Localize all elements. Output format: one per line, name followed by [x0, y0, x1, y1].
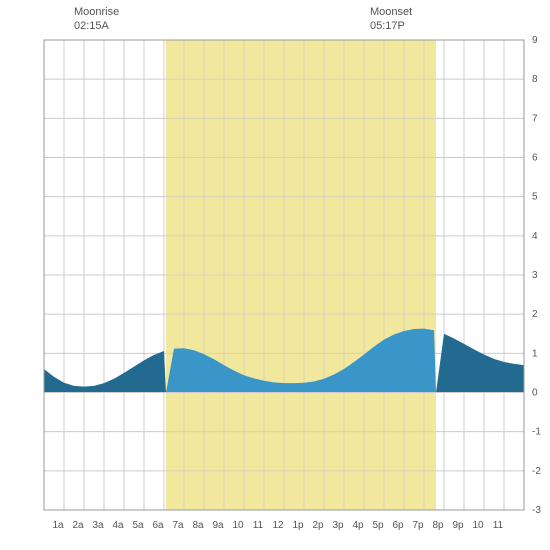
svg-text:9p: 9p — [452, 520, 464, 531]
svg-text:11: 11 — [253, 520, 264, 531]
svg-text:-2: -2 — [532, 466, 541, 477]
svg-text:8p: 8p — [432, 520, 444, 531]
moonrise-text: Moonrise — [74, 6, 119, 18]
chart-svg: -3-2-101234567891a2a3a4a5a6a7a8a9a101112… — [0, 0, 550, 550]
svg-text:5a: 5a — [132, 520, 144, 531]
svg-text:3: 3 — [532, 270, 538, 281]
svg-text:12: 12 — [272, 520, 284, 531]
svg-text:8a: 8a — [192, 520, 204, 531]
svg-text:7p: 7p — [412, 520, 424, 531]
svg-text:2: 2 — [532, 309, 538, 320]
svg-text:4a: 4a — [112, 520, 124, 531]
svg-text:3a: 3a — [92, 520, 104, 531]
svg-text:9a: 9a — [212, 520, 224, 531]
svg-text:6a: 6a — [152, 520, 164, 531]
svg-text:7a: 7a — [172, 520, 184, 531]
moonrise-time: 02:15A — [74, 20, 109, 32]
svg-text:1a: 1a — [52, 520, 64, 531]
tide-daylight-chart: Moonrise 02:15A Moonset 05:17P -3-2-1012… — [0, 0, 550, 550]
svg-text:4p: 4p — [352, 520, 364, 531]
moonset-text: Moonset — [370, 6, 412, 18]
svg-text:5p: 5p — [372, 520, 384, 531]
moonset-label: Moonset 05:17P — [370, 5, 412, 34]
svg-text:3p: 3p — [332, 520, 344, 531]
svg-text:7: 7 — [532, 113, 538, 124]
svg-text:1p: 1p — [292, 520, 304, 531]
svg-text:9: 9 — [532, 35, 538, 46]
svg-text:11: 11 — [493, 520, 504, 531]
svg-text:2a: 2a — [72, 520, 84, 531]
moonset-time: 05:17P — [370, 20, 405, 32]
svg-text:10: 10 — [232, 520, 244, 531]
svg-text:8: 8 — [532, 74, 538, 85]
svg-text:2p: 2p — [312, 520, 324, 531]
svg-text:-3: -3 — [532, 505, 541, 516]
svg-text:-1: -1 — [532, 427, 541, 438]
svg-text:6p: 6p — [392, 520, 404, 531]
svg-text:1: 1 — [532, 348, 538, 359]
svg-text:0: 0 — [532, 388, 538, 399]
svg-text:5: 5 — [532, 192, 538, 203]
svg-text:4: 4 — [532, 231, 538, 242]
svg-text:6: 6 — [532, 153, 538, 164]
svg-text:10: 10 — [472, 520, 484, 531]
moonrise-label: Moonrise 02:15A — [74, 5, 119, 34]
